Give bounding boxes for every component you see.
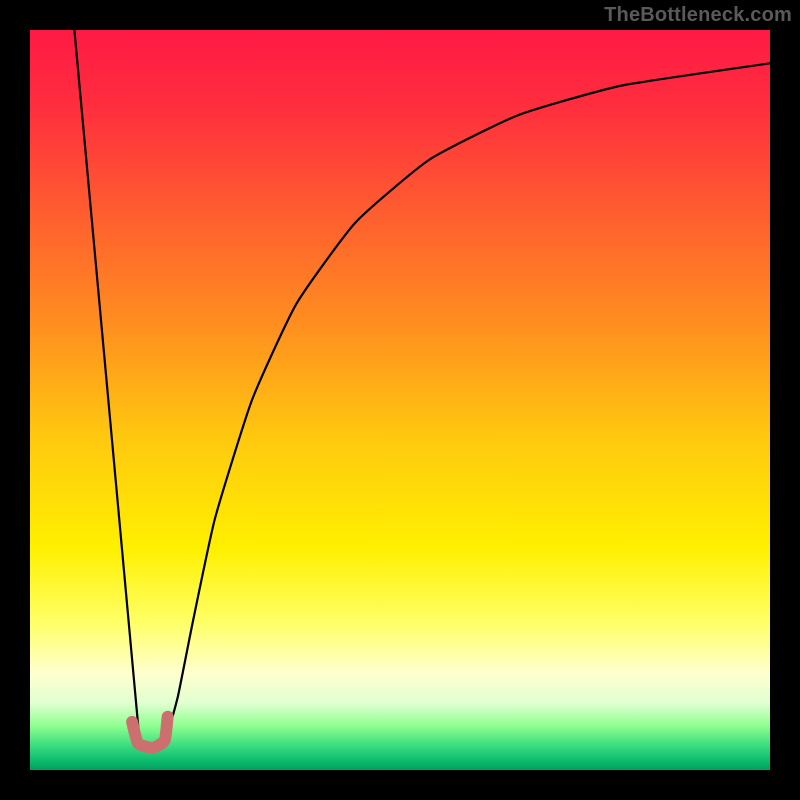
plot-area [30, 30, 770, 770]
valley-j-marker [132, 717, 168, 748]
watermark-text: TheBottleneck.com [604, 4, 792, 27]
valley-marker-icon [30, 30, 770, 770]
chart-stage: TheBottleneck.com [0, 0, 800, 800]
